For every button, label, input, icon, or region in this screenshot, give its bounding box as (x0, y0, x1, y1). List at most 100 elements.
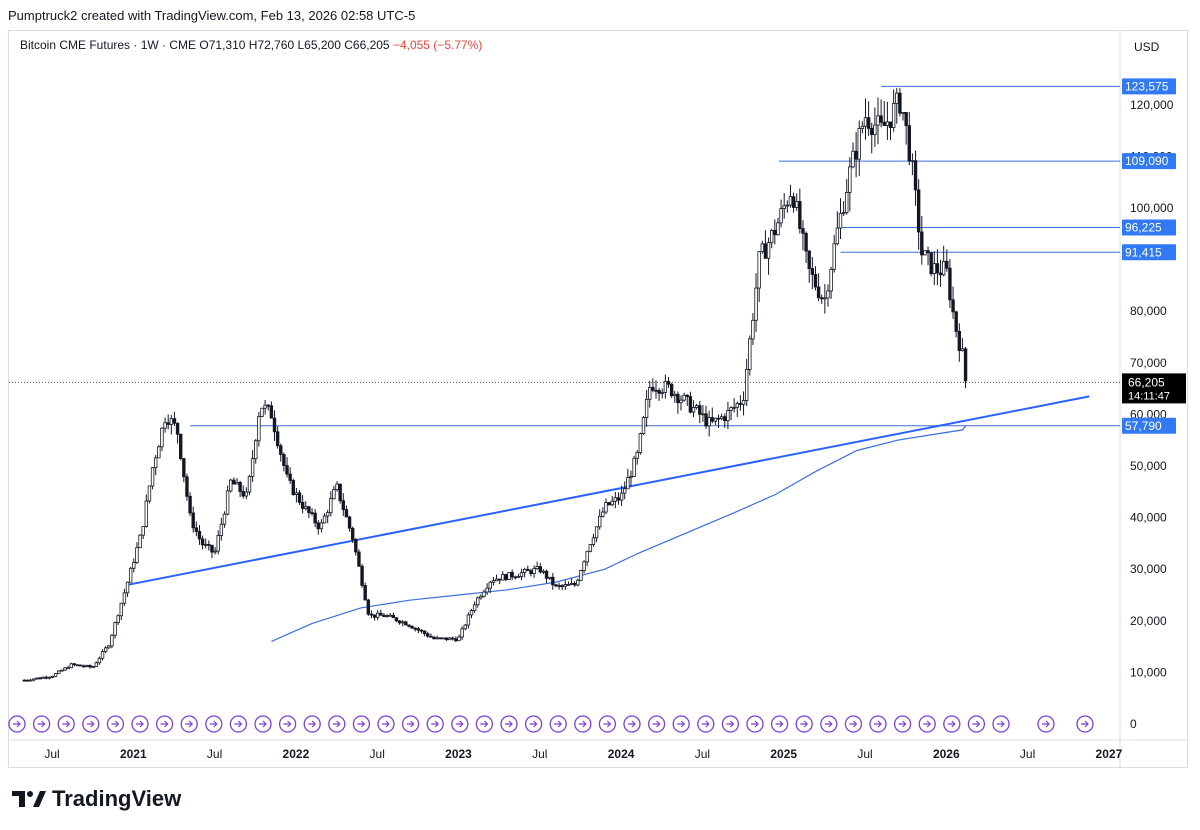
candle-body (422, 630, 427, 635)
candle-body (779, 208, 783, 224)
event-arrow-icon (505, 720, 513, 728)
candle-body (363, 585, 367, 601)
trendline[interactable] (128, 395, 1090, 586)
event-arrow-icon (308, 720, 317, 728)
event-arrow-icon (234, 720, 243, 728)
event-arrow-icon (578, 720, 587, 728)
candle-body (310, 512, 314, 515)
candle-body (588, 544, 593, 552)
candle-body (579, 570, 583, 581)
candle-body (798, 201, 802, 229)
high-value: 72,760 (257, 38, 295, 52)
event-arrow-icon (406, 720, 415, 728)
currency-label[interactable]: USD (1134, 40, 1160, 54)
candle-body (591, 537, 596, 545)
candle-body (769, 229, 774, 244)
candle-body (344, 509, 349, 518)
candle-body (410, 625, 414, 629)
candle-body (657, 390, 661, 394)
open-label: O (199, 38, 209, 52)
candle-body (560, 585, 564, 588)
y-tick-label: 50,000 (1130, 459, 1167, 473)
candle-body (438, 637, 442, 640)
candle-body (394, 617, 399, 622)
candle-body (157, 446, 161, 459)
candle-body (585, 550, 589, 563)
candle-body (654, 389, 658, 392)
candle-body (763, 243, 768, 259)
candle-body (676, 393, 680, 404)
candle-body (479, 595, 483, 599)
candle-body (760, 243, 765, 253)
candle-body (63, 667, 67, 671)
candle-body (88, 664, 92, 668)
candle-body (601, 511, 605, 517)
candle-body (254, 440, 258, 460)
candle-body (416, 628, 421, 631)
event-arrow-icon (13, 720, 21, 728)
candle-body (53, 673, 58, 677)
candle-body (813, 274, 818, 288)
event-arrow-icon (726, 720, 735, 728)
y-tick-label: 80,000 (1130, 304, 1167, 318)
candle-body (726, 410, 730, 422)
candle-body (472, 604, 477, 611)
candle-body (376, 612, 380, 618)
candle-body (482, 591, 486, 597)
candle-body (391, 614, 396, 619)
candle-body (648, 386, 652, 400)
candle-body (691, 407, 696, 413)
candle-body (804, 232, 808, 252)
candle-body (607, 502, 611, 506)
candle-body (773, 229, 777, 236)
event-arrow-icon (1081, 720, 1089, 728)
event-arrow-icon (185, 720, 194, 728)
close-label: C (344, 38, 353, 52)
candle-body (150, 467, 155, 487)
candle-body (32, 678, 36, 681)
candle-body (801, 228, 805, 234)
event-arrow-icon (824, 720, 833, 728)
candle-body (594, 526, 599, 539)
candle-body (225, 490, 230, 515)
event-arrow-icon (382, 720, 390, 728)
candle-body (823, 297, 827, 300)
low-label: L (297, 38, 305, 52)
candle-body (885, 121, 890, 126)
candle-body (547, 576, 552, 579)
candle-body (666, 380, 671, 385)
event-arrow-icon (923, 720, 932, 728)
candle-body (732, 406, 736, 409)
candle-body (932, 263, 936, 275)
high-label: H (248, 38, 258, 52)
candle-body (197, 531, 202, 540)
candle-body (951, 299, 955, 313)
event-arrow-icon (849, 720, 858, 728)
candle-body (282, 454, 286, 466)
candle-body (619, 492, 624, 501)
candle-body (820, 297, 824, 300)
candle-body (635, 452, 639, 459)
candle-body (926, 250, 930, 254)
candle-body (466, 614, 471, 626)
candle-body (185, 476, 189, 497)
candle-body (385, 615, 389, 618)
candle-body (895, 92, 899, 104)
candle-body (322, 515, 327, 524)
candle-body (219, 523, 224, 536)
candle-body (260, 407, 264, 417)
candle-body (266, 404, 270, 407)
candle-body (604, 502, 608, 513)
event-arrow-icon (972, 720, 981, 728)
candle-body (669, 383, 674, 397)
candle-body (735, 403, 739, 408)
candle-body (216, 535, 220, 552)
x-tick-label: 2024 (608, 747, 635, 761)
symbol-name[interactable]: Bitcoin CME Futures · 1W · CME (20, 38, 197, 52)
candle-body (401, 621, 405, 624)
candle-body (116, 615, 120, 624)
candle-body (160, 427, 164, 448)
candle-body (366, 599, 371, 615)
candle-body (122, 592, 127, 604)
